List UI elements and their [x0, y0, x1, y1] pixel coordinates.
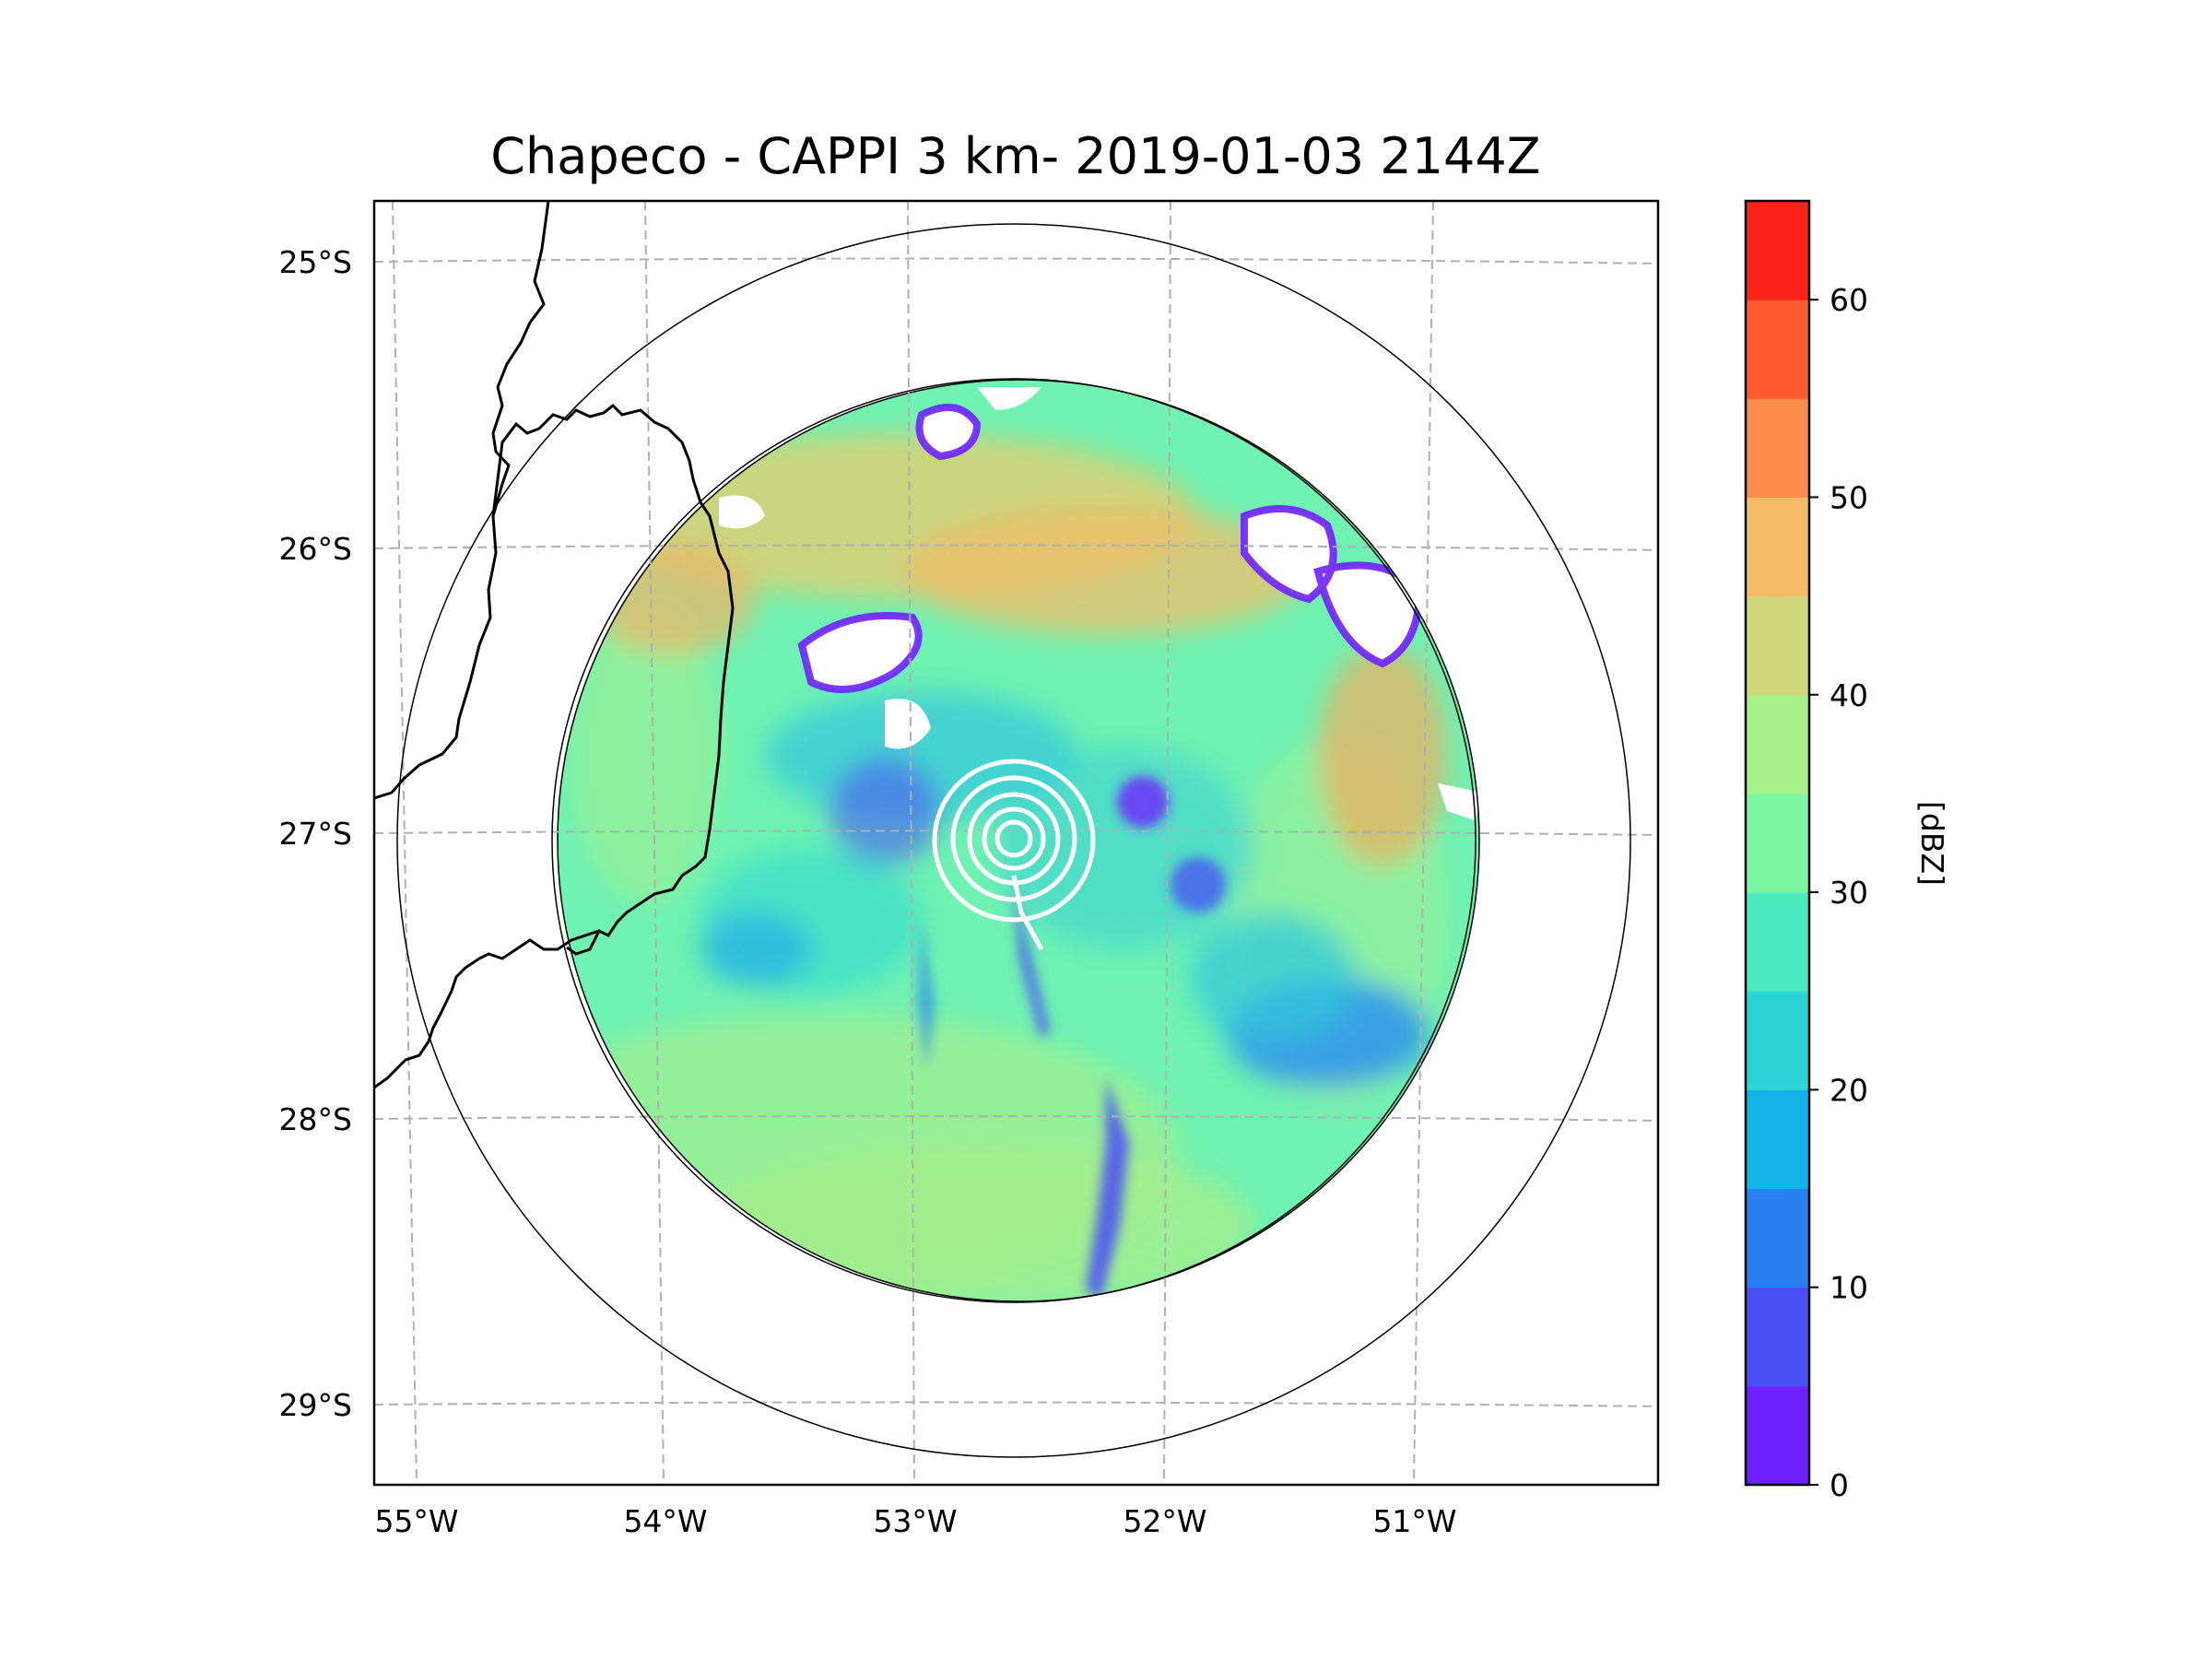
y-tick-label: 25°S	[279, 244, 352, 280]
colorbar-band	[1746, 991, 1809, 1090]
y-tick-label: 26°S	[279, 531, 352, 567]
colorbar-band	[1746, 497, 1809, 597]
map-panel	[374, 201, 1658, 1485]
map-frame	[372, 199, 1660, 1487]
colorbar-tick-label: 50	[1830, 479, 1868, 515]
y-tick-label: 29°S	[279, 1387, 352, 1423]
range-ring-inner	[551, 378, 1477, 1303]
data-range-circle	[557, 379, 1480, 1302]
y-axis-labels: 25°S 26°S 27°S 28°S 29°S	[279, 244, 352, 1423]
colorbar-tick-label: 40	[1830, 677, 1868, 713]
colorbar: 0 10 20 30 40 50 60 [dBZ]	[1744, 199, 1950, 1503]
colorbar-tick-label: 0	[1830, 1467, 1849, 1503]
colorbar-label: [dBZ]	[1914, 801, 1950, 886]
colorbar-band	[1746, 1188, 1809, 1288]
colorbar-band	[1746, 595, 1809, 696]
x-axis-labels: 55°W 54°W 53°W 52°W 51°W	[374, 1503, 1456, 1539]
x-tick-label: 51°W	[1372, 1503, 1456, 1539]
colorbar-band	[1746, 300, 1809, 399]
colorbar-ticks: 0 10 20 30 40 50 60	[1809, 282, 1868, 1503]
chart-title: Chapeco - CAPPI 3 km- 2019-01-03 2144Z	[490, 127, 1540, 185]
colorbar-band	[1746, 398, 1809, 498]
colorbar-band	[1746, 694, 1809, 794]
y-tick-label: 28°S	[279, 1101, 352, 1137]
colorbar-tick-label: 20	[1830, 1072, 1868, 1108]
range-ring-outer	[396, 223, 1631, 1458]
gridlines	[374, 201, 1658, 1485]
colorbar-band	[1746, 793, 1809, 893]
radar-center-rings	[932, 759, 1096, 951]
colorbar-frame	[1744, 199, 1811, 1487]
colorbar-tick-label: 30	[1830, 875, 1868, 911]
y-tick-label: 27°S	[279, 816, 352, 852]
colorbar-band	[1746, 1089, 1809, 1190]
colorbar-band	[1746, 1287, 1809, 1387]
colorbar-band	[1746, 1385, 1809, 1486]
colorbar-tick-label: 10	[1830, 1270, 1868, 1306]
x-tick-label: 52°W	[1123, 1503, 1206, 1539]
colorbar-band	[1746, 201, 1809, 300]
colorbar-tick-label: 60	[1830, 282, 1868, 318]
colorbar-bands	[1746, 201, 1809, 1486]
x-tick-label: 55°W	[374, 1503, 458, 1539]
x-tick-label: 54°W	[623, 1503, 707, 1539]
x-tick-label: 53°W	[873, 1503, 957, 1539]
reflectivity-field	[558, 380, 1479, 1301]
colorbar-band	[1746, 892, 1809, 992]
country-borders	[374, 201, 735, 1089]
